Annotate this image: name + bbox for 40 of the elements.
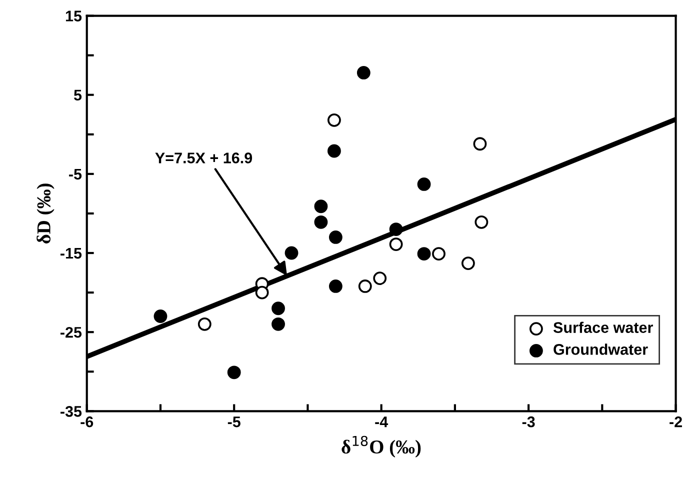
point [358,280,372,293]
y-axis-title: δD (‰) [36,184,54,244]
annotation: Y=7.5X + 16.9 [155,152,252,164]
point [255,286,269,300]
point [198,317,212,331]
point [272,317,285,331]
x-tick-label: -2 [670,416,682,428]
point [356,66,370,80]
point [417,247,431,261]
legend-label: Surface water [553,322,653,333]
point [227,366,241,380]
y-tick-label: -25 [60,326,82,338]
point [328,280,342,293]
x-tick-label: -4 [375,416,388,428]
point [432,247,446,261]
y-tick-label: 15 [66,10,82,22]
y-tick-label: -5 [69,168,82,180]
point [284,246,298,260]
y-tick-label: -35 [60,406,82,417]
point [389,222,403,236]
point [328,113,341,127]
legend-label: Groundwater [554,344,648,355]
x-tick-label: -6 [80,416,94,428]
point [314,215,328,229]
point [154,310,168,323]
x-axis-title: δ$^{18}$O (‰) [342,436,421,458]
y-tick-label: 5 [74,90,82,101]
point [461,256,475,270]
point [474,215,488,229]
point [328,144,341,158]
point [272,302,285,316]
y-tick-label: -15 [60,248,82,259]
point [473,137,487,151]
x-tick-label: -3 [522,416,535,428]
point [417,177,431,191]
x-tick-label: -5 [228,416,240,428]
point [314,200,328,214]
point [373,272,387,286]
point [328,230,342,244]
point [389,238,403,252]
